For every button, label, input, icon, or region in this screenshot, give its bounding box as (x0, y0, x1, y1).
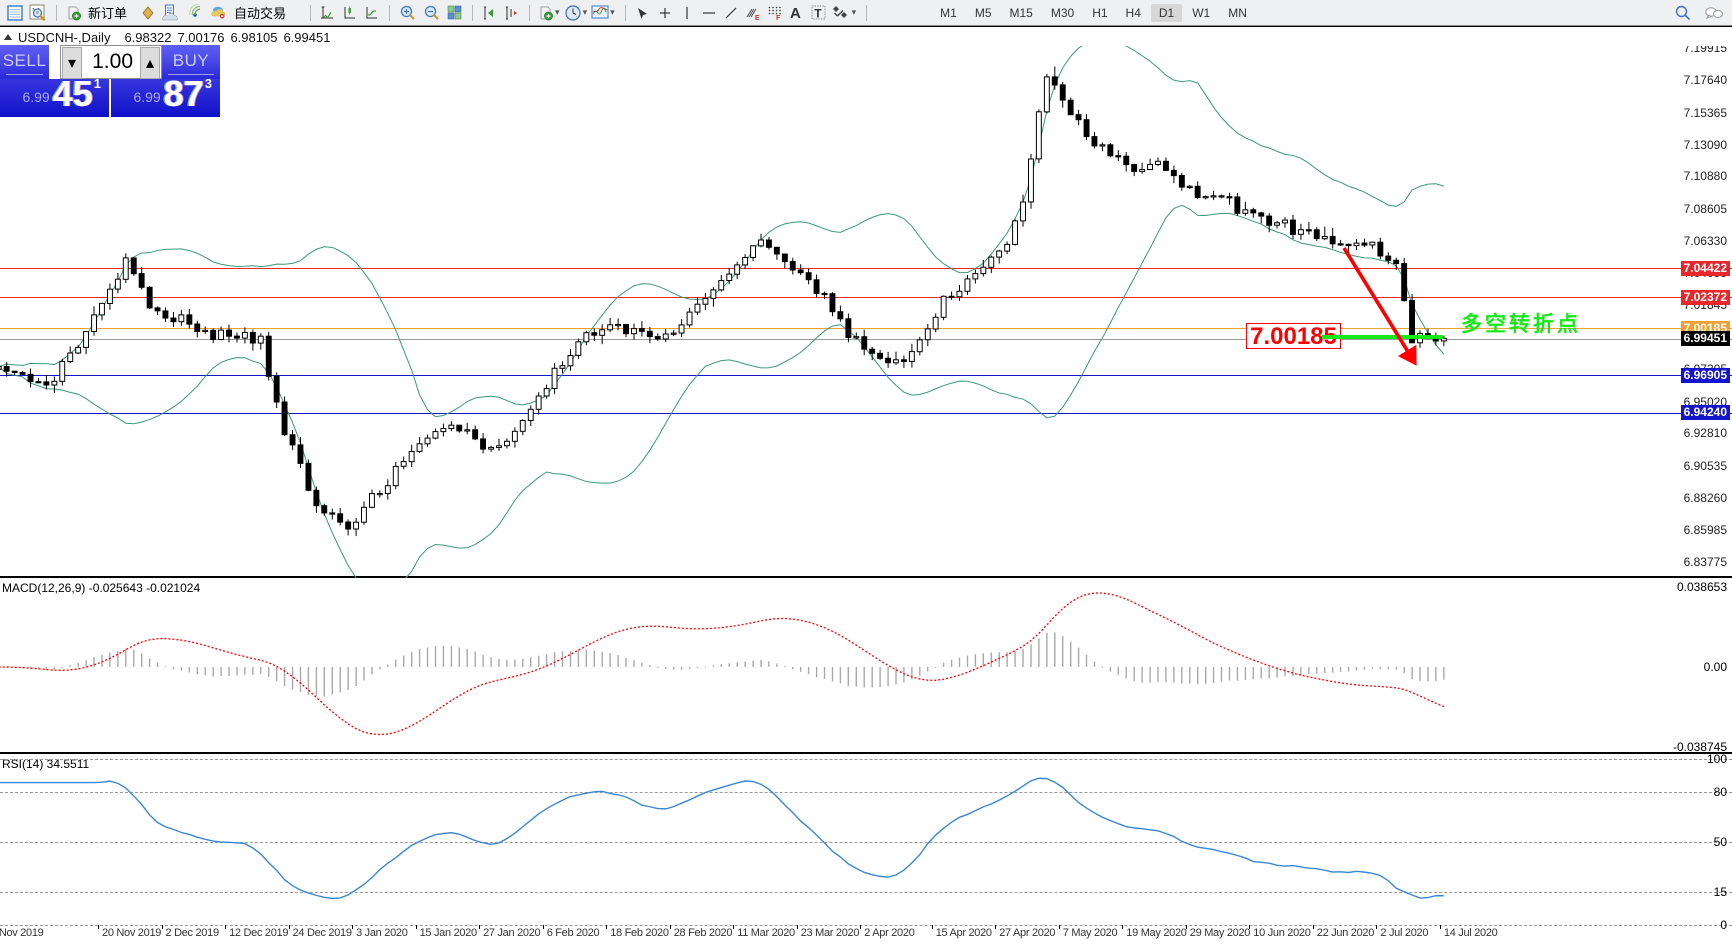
svg-text:E: E (755, 15, 760, 21)
svg-text:F: F (776, 15, 781, 21)
svg-text:A: A (790, 5, 801, 21)
svg-text:T: T (814, 6, 822, 20)
